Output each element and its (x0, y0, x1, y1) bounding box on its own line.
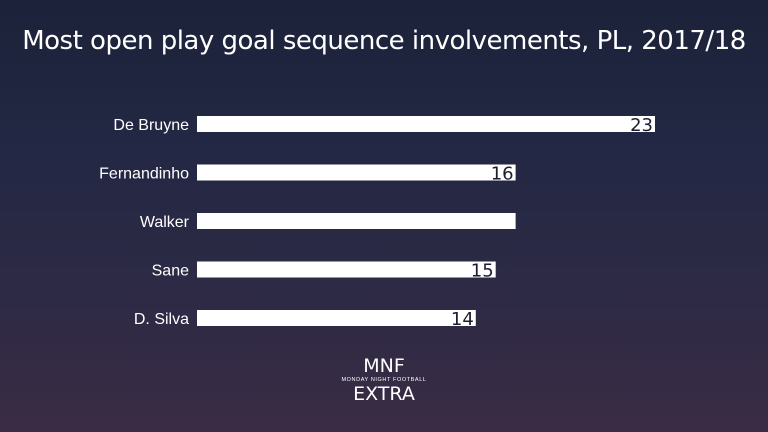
data-label: 14 (451, 309, 474, 330)
data-label: 23 (630, 115, 653, 136)
data-label: 16 (491, 164, 514, 185)
bar (197, 310, 476, 326)
category-label: De Bruyne (113, 117, 189, 134)
logo-mnf: MNF (363, 355, 405, 377)
category-label: Walker (140, 214, 190, 231)
category-label: D. Silva (134, 311, 189, 328)
logo-extra: EXTRA (353, 383, 415, 405)
bar (197, 164, 516, 181)
category-label: Sane (152, 263, 189, 280)
bar (197, 213, 516, 229)
category-label: Fernandinho (99, 166, 189, 183)
logo-subtitle: MONDAY NIGHT FOOTBALL (341, 377, 427, 383)
mnf-extra-logo: MNF MONDAY NIGHT FOOTBALL EXTRA (0, 356, 768, 404)
chart-title: Most open play goal sequence involvement… (22, 26, 746, 56)
bar (197, 116, 655, 132)
data-label: 15 (471, 261, 494, 282)
bar (197, 261, 496, 278)
